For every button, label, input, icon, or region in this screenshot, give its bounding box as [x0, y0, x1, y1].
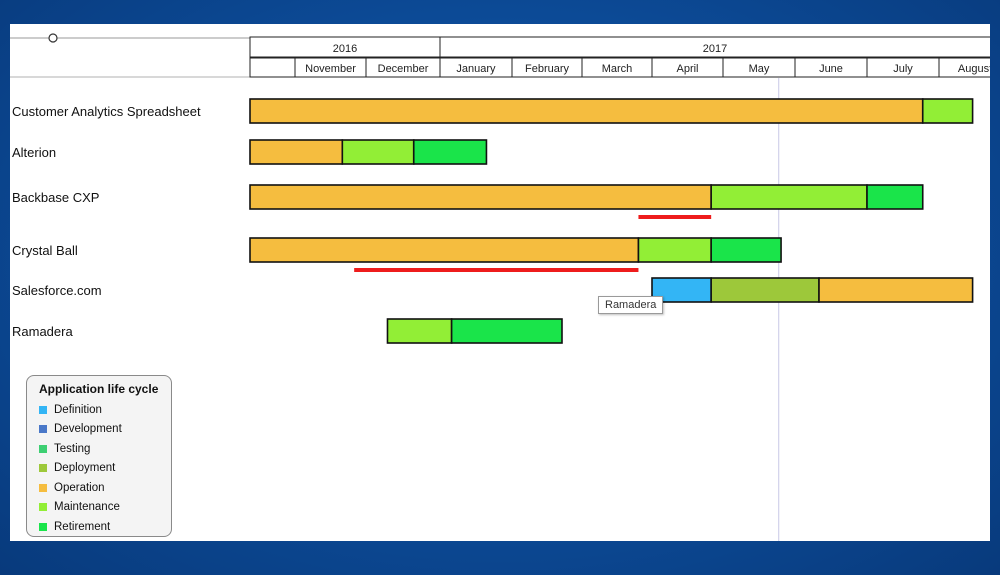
- legend-item: Retirement: [39, 517, 163, 537]
- bar-segment[interactable]: [341, 139, 415, 165]
- bar-segment[interactable]: [450, 318, 563, 344]
- bar-segment[interactable]: [710, 237, 782, 263]
- legend-item: Maintenance: [39, 498, 163, 518]
- month-cell: [938, 57, 990, 78]
- bar-segment[interactable]: [637, 237, 712, 263]
- row-label: Crystal Ball: [12, 243, 78, 258]
- legend: Application life cycle Definition Develop…: [26, 375, 172, 537]
- legend-label: Deployment: [54, 462, 116, 475]
- row-label: Backbase CXP: [12, 190, 99, 205]
- month-label: March: [602, 63, 633, 75]
- month-label: June: [819, 63, 843, 75]
- chart-panel: 2016 2017 November December January February M…: [10, 24, 990, 541]
- month-label: April: [676, 63, 698, 75]
- legend-label: Retirement: [54, 520, 111, 533]
- row-label: Salesforce.com: [12, 283, 102, 298]
- year-label: 2017: [703, 43, 727, 55]
- legend-title: Application life cycle: [39, 382, 159, 396]
- row-label: Ramadera: [12, 324, 73, 339]
- bar-segment[interactable]: [249, 139, 344, 165]
- year-label: 2016: [333, 43, 357, 55]
- month-label: November: [305, 63, 356, 75]
- month-cell: [249, 57, 296, 78]
- legend-items: Definition Development Testing Deployment Op…: [39, 400, 163, 537]
- row-label: Customer Analytics Spreadsheet: [12, 104, 201, 119]
- legend-label: Definition: [54, 403, 102, 416]
- legend-swatch: [39, 444, 47, 453]
- legend-swatch: [39, 503, 47, 512]
- legend-label: Operation: [54, 481, 105, 494]
- legend-label: Maintenance: [54, 501, 120, 514]
- month-label: July: [893, 63, 913, 75]
- legend-swatch: [39, 483, 47, 492]
- bar-segment[interactable]: [249, 184, 712, 210]
- bar-segment[interactable]: [412, 139, 488, 165]
- legend-label: Testing: [54, 442, 91, 455]
- legend-swatch: [39, 464, 47, 473]
- legend-item: Testing: [39, 439, 163, 459]
- bar-segment[interactable]: [921, 98, 974, 124]
- bar-segment[interactable]: [818, 277, 974, 303]
- row-label: Alterion: [12, 145, 56, 160]
- legend-item: Deployment: [39, 459, 163, 479]
- month-label: August: [958, 63, 990, 75]
- bar-segment[interactable]: [249, 237, 640, 263]
- year-cell: [439, 36, 990, 58]
- timeline-handle[interactable]: [48, 33, 58, 43]
- legend-item: Definition: [39, 400, 163, 420]
- legend-swatch: [39, 522, 47, 531]
- legend-item: Operation: [39, 478, 163, 498]
- legend-swatch: [39, 405, 47, 414]
- legend-item: Development: [39, 420, 163, 440]
- bar-segment[interactable]: [386, 318, 453, 344]
- month-label: February: [525, 63, 570, 75]
- legend-swatch: [39, 425, 47, 434]
- bar-segment[interactable]: [710, 277, 820, 303]
- bar-segment[interactable]: [866, 184, 924, 210]
- tooltip: Ramadera: [598, 296, 664, 314]
- bar-segment[interactable]: [249, 98, 924, 124]
- bar-segment[interactable]: [710, 184, 868, 210]
- month-label: December: [378, 63, 429, 75]
- month-label: January: [456, 63, 496, 75]
- month-label: May: [749, 63, 770, 75]
- legend-label: Development: [54, 423, 122, 436]
